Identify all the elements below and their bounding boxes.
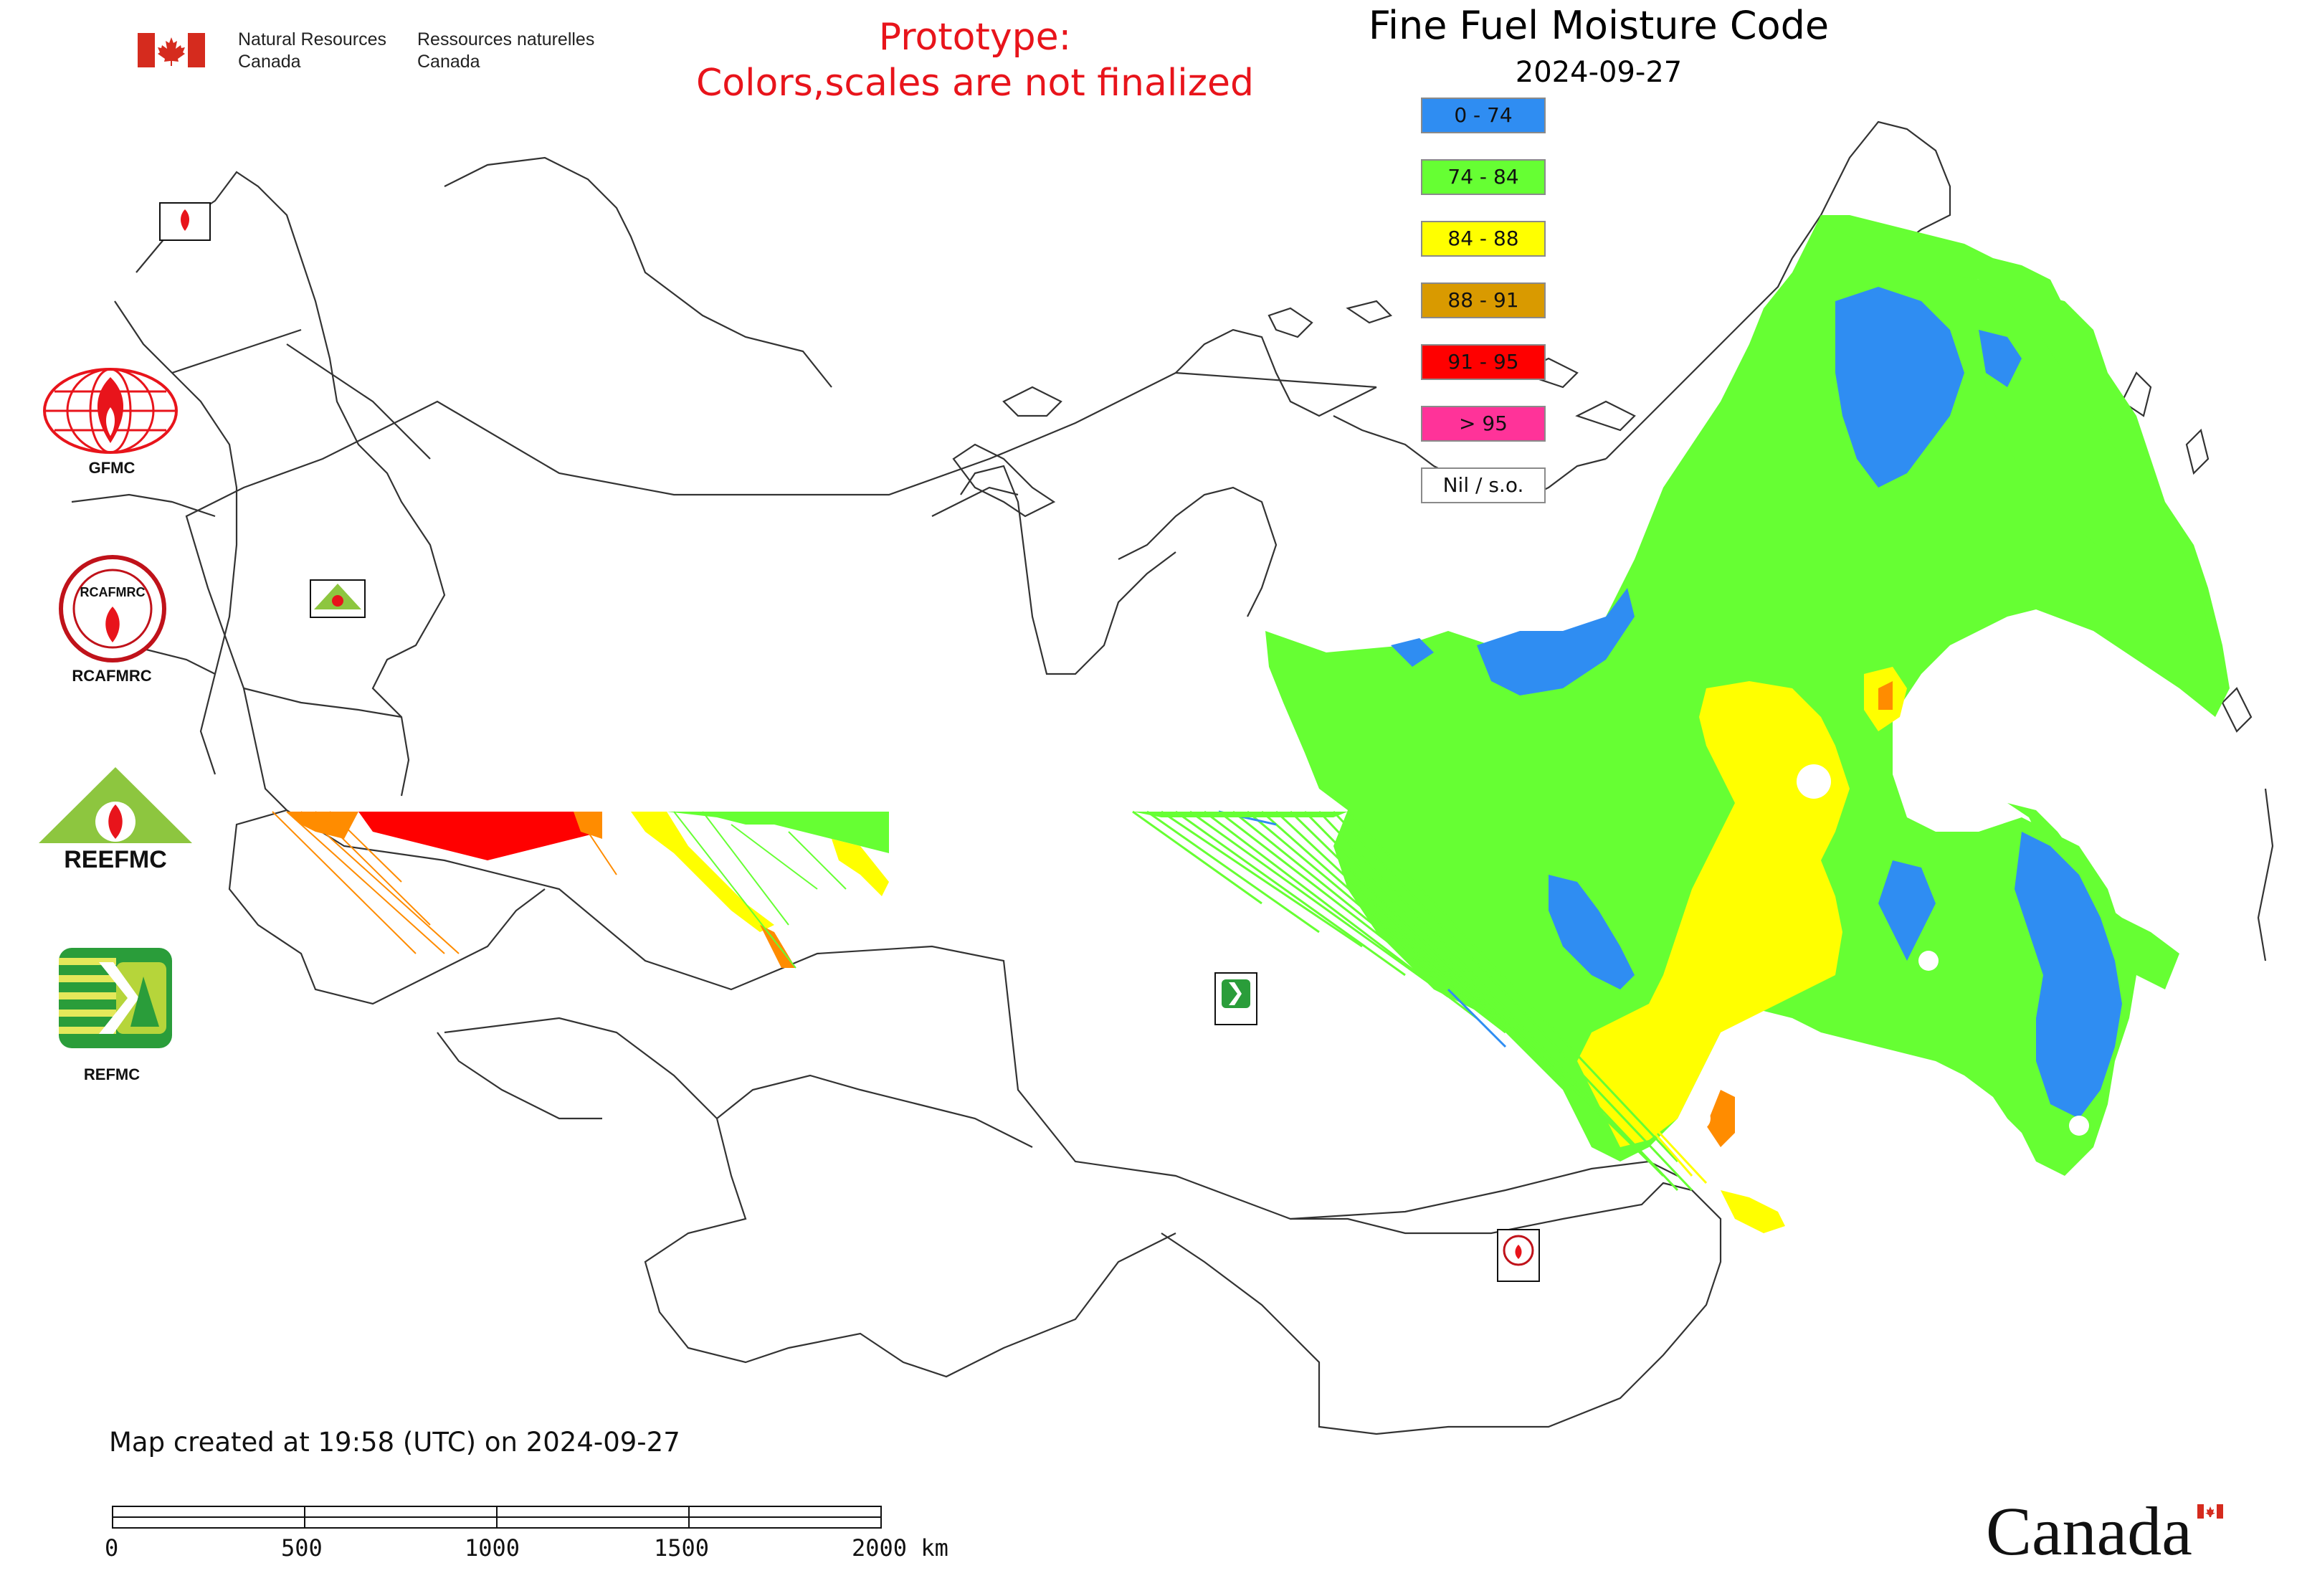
scale-label: 2000 km xyxy=(852,1534,948,1562)
dept-name-en: Natural Resources Canada xyxy=(238,29,387,72)
map-date: 2024-09-27 xyxy=(1515,56,1683,89)
refmc-logo-icon xyxy=(59,948,172,1048)
dept-name-fr: Ressources naturelles Canada xyxy=(417,29,595,72)
prototype-notice: Prototype: Colors,scales are not finaliz… xyxy=(660,14,1290,106)
gfmc-marker-icon xyxy=(159,202,211,241)
rcafmrc-label: RCAFMRC xyxy=(72,667,152,685)
ffmc-raster xyxy=(1265,215,2230,1233)
legend-item: 0 - 74 xyxy=(1421,98,1546,133)
prototype-line1: Prototype: xyxy=(878,16,1072,59)
map-title: Fine Fuel Moisture Code xyxy=(1368,3,1830,48)
scale-label: 500 xyxy=(281,1534,323,1562)
rcafmrc-logo-icon: RCAFMRC xyxy=(59,555,166,662)
refmc-label: REFMC xyxy=(83,1065,141,1083)
reefmc-wordmark: REEFMC xyxy=(64,846,167,873)
legend-item: 91 - 95 xyxy=(1421,344,1546,380)
ffmc-stripe-artifacts xyxy=(272,810,1708,1192)
refmc-marker-icon xyxy=(1214,972,1257,1025)
prototype-line2: Colors,scales are not finalized xyxy=(695,62,1255,105)
reefmc-marker-icon xyxy=(310,579,366,618)
map-created-note: Map created at 19:58 (UTC) on 2024-09-27 xyxy=(109,1427,680,1458)
gfmc-logo-icon xyxy=(43,368,178,454)
rcafmrc-wordmark: RCAFMRC xyxy=(80,585,146,599)
gfmc-label: GFMC xyxy=(88,459,135,477)
legend-item: > 95 xyxy=(1421,406,1546,442)
scale-label: 0 xyxy=(105,1534,119,1562)
legend-item: 88 - 91 xyxy=(1421,282,1546,318)
legend-item: Nil / s.o. xyxy=(1421,467,1546,503)
scale-label: 1000 xyxy=(465,1534,520,1562)
canada-wordmark: Canada xyxy=(1986,1493,2192,1569)
legend-item: 84 - 88 xyxy=(1421,221,1546,257)
ffmc-region-blue xyxy=(1835,287,1964,488)
legend-item: 74 - 84 xyxy=(1421,159,1546,195)
ffmc-region-yellow xyxy=(1577,681,1850,1147)
scale-label: 1500 xyxy=(654,1534,710,1562)
reefmc-logo-icon: REEFMC xyxy=(39,767,192,873)
canada-wordmark-flag-icon xyxy=(2197,1504,2223,1519)
ffmc-region-orange xyxy=(1706,1090,1735,1147)
canada-flag-icon xyxy=(138,33,205,67)
scale-bar xyxy=(112,1506,882,1529)
rcafmrc-marker-icon xyxy=(1497,1229,1540,1282)
